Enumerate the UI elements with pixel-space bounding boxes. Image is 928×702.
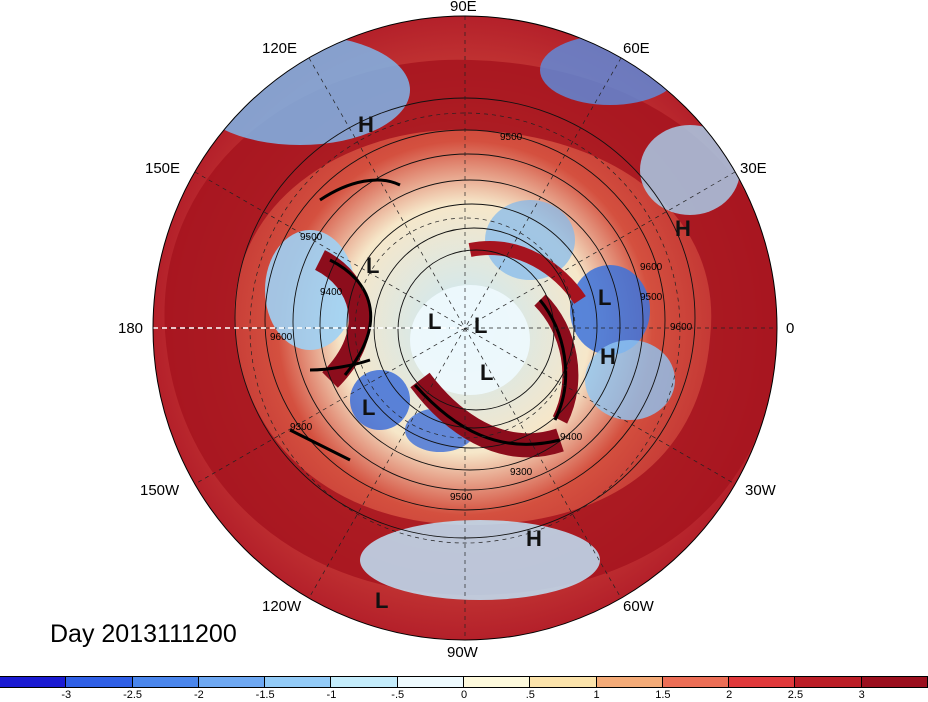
contour-label: 9500 [300, 232, 323, 243]
colorbar-segment [0, 677, 67, 687]
colorbar-tick-label: 2.5 [787, 689, 804, 701]
contour-label: 9600 [270, 332, 293, 343]
low-pressure-marker: L [480, 360, 494, 385]
low-pressure-marker: L [428, 309, 442, 334]
colorbar-segment [596, 677, 663, 687]
colorbar [0, 676, 928, 688]
contour-label: 9500 [640, 292, 663, 303]
low-pressure-marker: L [474, 313, 488, 338]
high-pressure-marker: H [526, 526, 542, 551]
lon-label-90w: 90W [447, 644, 478, 661]
colorbar-tick-label: -2 [193, 689, 204, 701]
colorbar-tick-label: 1 [593, 689, 600, 701]
colorbar-segment [331, 677, 398, 687]
lon-label-120e: 120E [262, 40, 298, 57]
colorbar-segment [662, 677, 730, 687]
colorbar-tick-label: 1.5 [655, 689, 671, 701]
lon-label-0: 0 [786, 320, 795, 337]
low-pressure-marker: L [362, 395, 376, 420]
colorbar-tick-label: -.5 [391, 689, 405, 701]
lon-label-30w: 30W [745, 482, 776, 499]
contour-label: 9400 [560, 432, 583, 443]
colorbar-tick-label: -1.5 [255, 689, 275, 701]
lon-label-30e: 30E [740, 160, 767, 177]
lon-label-60e: 60E [623, 40, 650, 57]
contour-label: 9300 [510, 467, 533, 478]
colorbar-tick-label: .5 [525, 689, 535, 701]
colorbar-segment [265, 677, 332, 687]
low-pressure-marker: L [366, 253, 380, 278]
low-pressure-marker: L [375, 588, 389, 613]
contour-label: 9500 [500, 132, 523, 143]
colorbar-segment [198, 677, 266, 687]
lon-label-60w: 60W [623, 598, 654, 615]
contour-label: 9600 [640, 262, 663, 273]
high-pressure-marker: H [600, 344, 616, 369]
colorbar-segment [861, 677, 928, 687]
day-title: Day 2013111200 [50, 620, 237, 648]
lon-label-150e: 150E [145, 160, 181, 177]
contour-label: 9500 [450, 492, 473, 503]
colorbar-tick-label: 0 [460, 689, 468, 701]
colorbar-tick-label: 3 [858, 689, 865, 701]
jet-contours [289, 178, 568, 462]
colorbar-tick-label: -2.5 [123, 689, 143, 701]
contour-labels: 9500 9400 9300 9600 9500 9400 9300 9500 … [270, 132, 693, 503]
colorbar-segment [795, 677, 862, 687]
lon-label-90e: 90E [450, 0, 477, 15]
colorbar-segment [463, 677, 531, 687]
colorbar-segment [729, 677, 796, 687]
high-pressure-marker: H [358, 112, 374, 137]
colorbar-tick-label: -3 [61, 689, 72, 701]
colorbar-segment [132, 677, 199, 687]
lon-label-150w: 150W [140, 482, 180, 499]
contour-label: 9600 [670, 322, 693, 333]
contour-label: 9300 [290, 422, 313, 433]
colorbar-tick-label: 2 [726, 689, 733, 701]
high-pressure-marker: H [675, 216, 691, 241]
low-pressure-marker: L [598, 285, 612, 310]
colorbar-segment [397, 677, 464, 687]
lon-label-180: 180 [118, 320, 144, 337]
colorbar-segment [66, 677, 133, 687]
colorbar-segment [530, 677, 597, 687]
lon-label-120w: 120W [262, 598, 302, 615]
contour-label: 9400 [320, 287, 343, 298]
colorbar-tick-label: -1 [326, 689, 337, 701]
